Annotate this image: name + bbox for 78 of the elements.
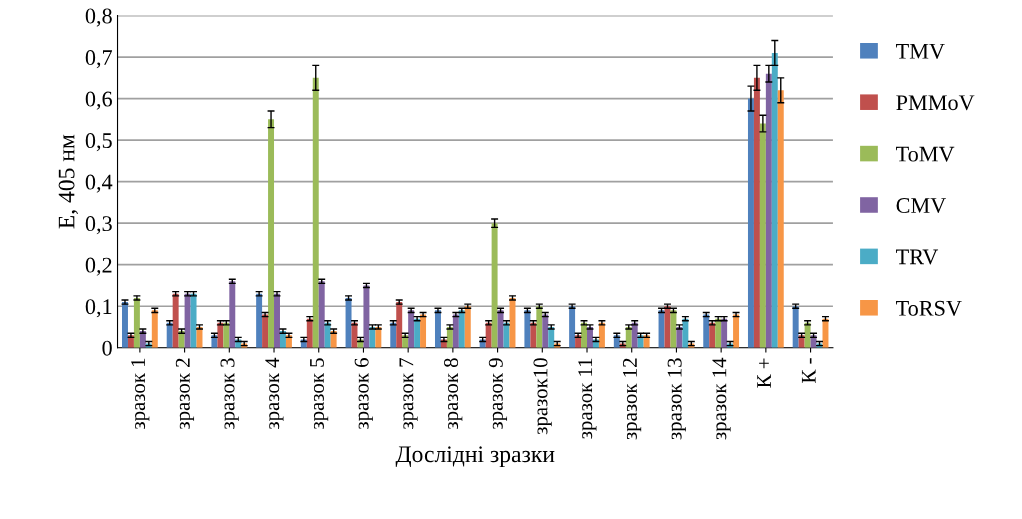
bar (408, 310, 415, 348)
bar (396, 302, 403, 348)
x-tick-label: зразок10 (533, 358, 552, 435)
x-tick-label: К - (801, 358, 816, 383)
bar (172, 293, 179, 348)
bar (256, 293, 263, 348)
y-tick-label: 0,8 (85, 8, 112, 27)
bar (151, 310, 158, 348)
legend-label: CMV (896, 198, 947, 214)
x-tick-label: зразок 5 (310, 358, 329, 430)
bar (703, 314, 710, 348)
x-axis-title: Дослідні зразки (395, 446, 555, 467)
bar (434, 310, 441, 348)
bar (262, 314, 269, 348)
bar (491, 223, 498, 348)
bar (268, 119, 275, 348)
x-tick-label: К + (757, 358, 771, 388)
bar (733, 314, 740, 348)
y-tick-label: 0,3 (85, 216, 112, 235)
legend-label: PMMoV (896, 95, 975, 111)
bar (747, 98, 754, 348)
bar (753, 77, 760, 348)
bar (458, 310, 465, 348)
y-tick-label: 0,2 (85, 257, 112, 276)
x-tick-label: зразок 11 (578, 358, 597, 439)
bar (122, 302, 128, 348)
legend-label: ToMV (896, 146, 955, 162)
bar (184, 293, 191, 348)
y-tick-label: 0,4 (85, 174, 113, 193)
bar (721, 318, 728, 348)
y-axis-title: Е, 405 нм (58, 134, 78, 229)
bar (452, 314, 459, 348)
bar (759, 123, 766, 348)
bar (497, 310, 504, 348)
x-tick-label: зразок 12 (622, 358, 642, 440)
bar (777, 90, 784, 348)
bar (822, 318, 829, 348)
x-tick-label: зразок 3 (220, 358, 239, 430)
bar (569, 306, 576, 348)
bar (715, 318, 722, 348)
bar (536, 306, 543, 348)
bar (133, 297, 140, 348)
x-tick-label: зразок 14 (712, 357, 731, 440)
x-tick-label: зразок 9 (488, 358, 508, 430)
bar (792, 306, 799, 348)
bar (420, 314, 427, 348)
y-tick-label: 0,7 (85, 50, 113, 69)
y-tick-label: 0,1 (85, 299, 112, 318)
x-tick-label: зразок 1 (131, 358, 150, 430)
bar (414, 318, 421, 348)
x-tick-label: зразок 4 (265, 357, 284, 430)
bar (318, 281, 325, 348)
bar (363, 285, 370, 348)
x-tick-label: зразок 7 (399, 358, 418, 430)
legend-label: TRV (896, 249, 939, 265)
bar (524, 310, 531, 348)
y-tick-label: 0,5 (85, 133, 112, 152)
bar (312, 77, 319, 348)
bar (542, 314, 549, 348)
x-tick-label: зразок 8 (444, 358, 463, 430)
bar (229, 281, 236, 348)
x-tick-label: зразок 13 (667, 358, 686, 440)
bar (306, 318, 313, 348)
bar (670, 310, 677, 348)
bar (345, 297, 352, 348)
bar (464, 306, 471, 348)
y-tick-label: 0,6 (85, 91, 113, 110)
bar (771, 52, 778, 348)
x-tick-label: зразок 6 (354, 358, 373, 430)
bar (190, 293, 197, 348)
y-tick-label: 0 (102, 340, 112, 356)
bar (274, 293, 280, 348)
bar (765, 73, 772, 348)
legend-label: ToRSV (896, 300, 962, 316)
bar (682, 318, 689, 348)
x-tick-label: зразок 2 (175, 358, 195, 430)
legend-label: TMV (896, 44, 945, 59)
bar (658, 310, 665, 348)
